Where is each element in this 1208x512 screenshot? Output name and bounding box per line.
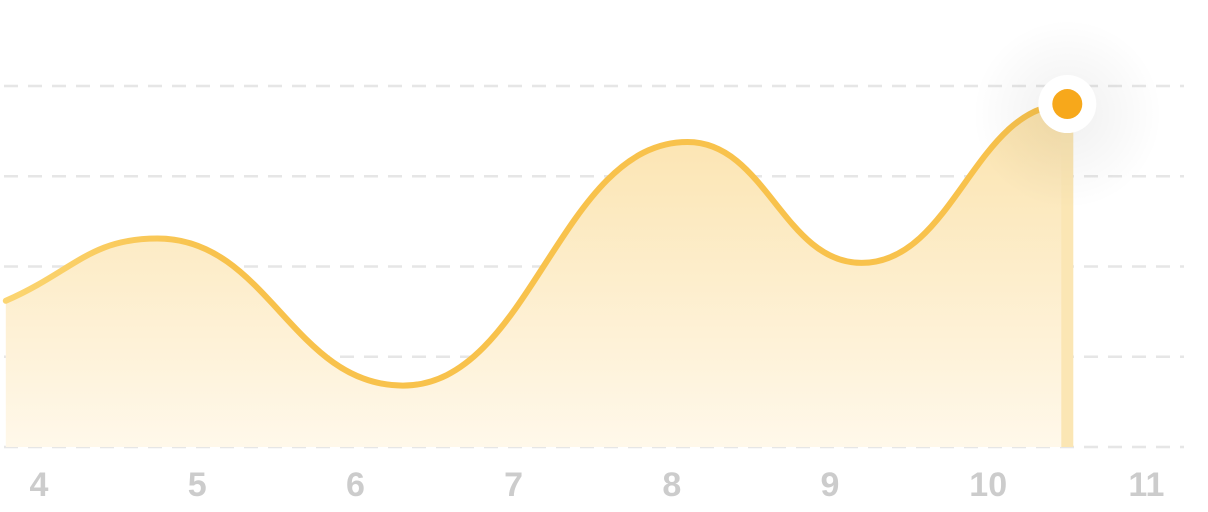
highlight-marker [972,19,1163,210]
x-tick-label: 6 [346,466,365,504]
x-tick-label: 11 [1128,466,1164,504]
x-tick-label: 9 [821,466,840,504]
area-shape [5,104,1068,447]
series-line [2,101,1071,389]
x-tick-label: 8 [662,466,681,504]
x-axis-ticks: 4 5 6 7 8 9 10 11 [30,466,1165,504]
x-tick-label: 10 [969,466,1007,504]
marker-dot[interactable] [1052,89,1083,120]
x-tick-label: 4 [30,466,49,504]
series-path [2,101,1071,389]
x-tick-label: 7 [504,466,523,504]
x-tick-label: 5 [188,466,207,504]
